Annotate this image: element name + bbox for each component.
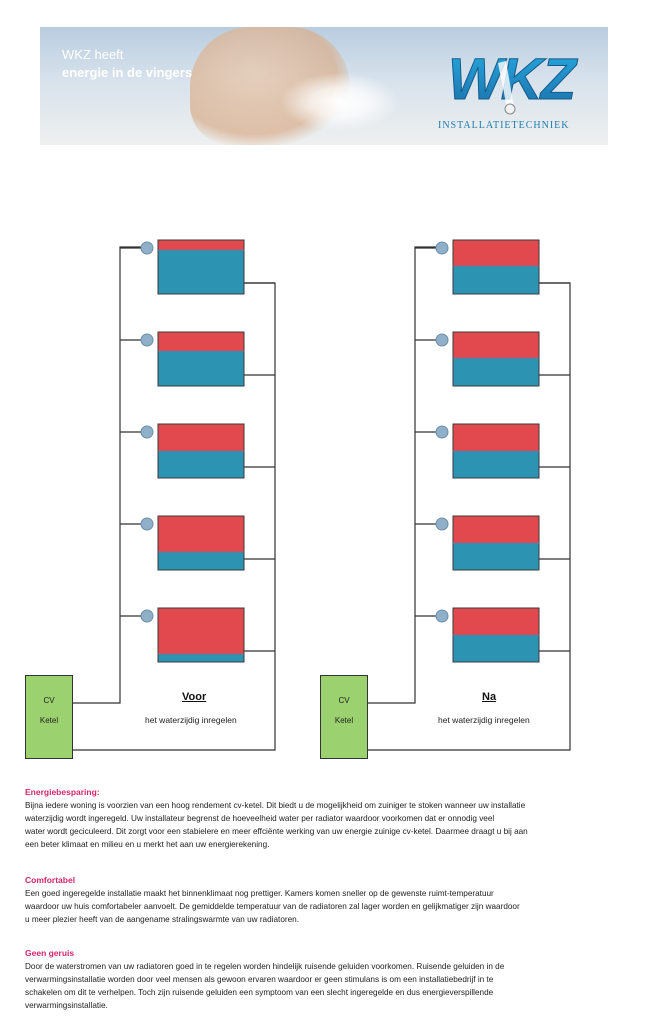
light-glow	[280, 72, 400, 132]
ketel-label-ketel: Ketel	[334, 716, 354, 725]
section-heading: Geen geruis	[25, 948, 75, 958]
ketel-label-cv: CV	[43, 696, 55, 705]
paragraph-line: Bijna iedere woning is voorzien van een …	[25, 801, 526, 810]
radiator-hot	[158, 516, 244, 553]
caption-na-sub: het waterzijdig inregelen	[438, 715, 530, 725]
radiator-hot	[453, 424, 539, 452]
wkz-logo: WKZ	[448, 47, 581, 115]
radiator-hot	[453, 240, 539, 267]
logo-text: WKZ	[448, 47, 579, 112]
before-diagram	[73, 239, 276, 751]
slogan-line-2: energie in de vingers	[62, 65, 193, 80]
logo-subtitle: INSTALLATIETECHNIEK	[438, 120, 570, 131]
radiator-diagram	[73, 239, 571, 751]
supply-pipe	[368, 246, 440, 704]
supply-pipe	[73, 246, 145, 704]
section-heading: Energiebesparing:	[25, 787, 100, 797]
valve-icon	[435, 241, 449, 255]
caption-voor-sub: het waterzijdig inregelen	[145, 715, 237, 725]
paragraph-line: Een goed ingeregelde installatie maakt h…	[25, 889, 494, 898]
valve-icon	[140, 333, 154, 347]
ketel-label-ketel: Ketel	[39, 716, 59, 725]
cv-ketel-before: CV Ketel	[25, 675, 73, 759]
valve-icon	[435, 425, 449, 439]
paragraph-line: verwarmingsinstallatie worden door veel …	[25, 975, 494, 984]
radiator-hot	[453, 332, 539, 359]
valve-icon	[140, 241, 154, 255]
header-banner: WKZ heeft energie in de vingers WKZ INST…	[40, 27, 608, 145]
radiator-hot	[453, 516, 539, 544]
paragraph-line: verwarmingsinstallatie.	[25, 1001, 108, 1010]
radiator-hot	[158, 608, 244, 655]
caption-na: Na	[482, 691, 497, 703]
valve-icon	[140, 609, 154, 623]
radiator-hot	[158, 240, 244, 251]
paragraph-line: Door de waterstromen van uw radiatoren g…	[25, 962, 505, 971]
caption-voor: Voor	[182, 691, 207, 703]
valve-icon	[435, 517, 449, 531]
radiator-hot	[158, 332, 244, 352]
section-energiebesparing: Energiebesparing: Bijna iedere woning is…	[25, 786, 605, 851]
paragraph-line: waardoor uw huis comfortabeler aanvoelt.…	[25, 902, 520, 911]
section-heading: Comfortabel	[25, 875, 76, 885]
paragraph-line: schakelen om dit te verhelpen. Toch zijn…	[25, 988, 494, 997]
valve-icon	[435, 333, 449, 347]
section-comfortabel: Comfortabel Een goed ingeregelde install…	[25, 874, 605, 926]
paragraph-line: waterzijdig wordt ingeregeld. Uw install…	[25, 814, 495, 823]
valve-icon	[140, 425, 154, 439]
paragraph-line: u meer plezier heeft van de aangename st…	[25, 915, 299, 924]
paragraph-line: water wordt geciculeerd. Dit zorgt voor …	[25, 827, 528, 836]
valve-icon	[435, 609, 449, 623]
cv-ketel-after: CV Ketel	[320, 675, 368, 759]
ketel-label-cv: CV	[338, 696, 350, 705]
section-geen-geruis: Geen geruis Door de waterstromen van uw …	[25, 947, 605, 1012]
paragraph-line: een beter klimaat en milieu en u merkt h…	[25, 840, 270, 849]
after-diagram	[368, 239, 571, 751]
radiator-hot	[158, 424, 244, 452]
valve-icon	[140, 517, 154, 531]
radiator-hot	[453, 608, 539, 636]
slogan-line-1: WKZ heeft	[62, 47, 124, 62]
